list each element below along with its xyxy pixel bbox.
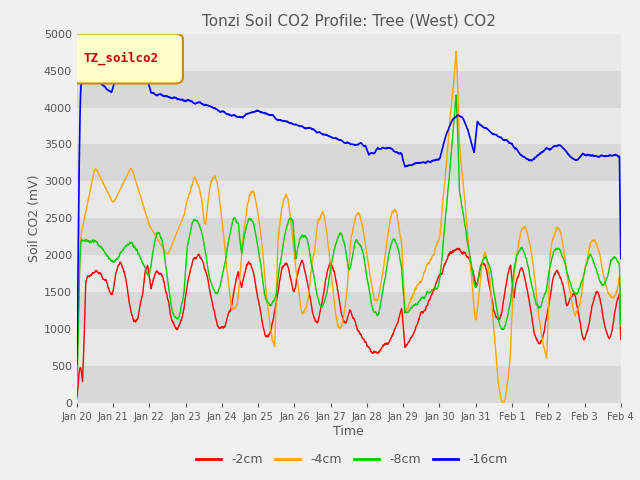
Title: Tonzi Soil CO2 Profile: Tree (West) CO2: Tonzi Soil CO2 Profile: Tree (West) CO2 [202,13,496,28]
Y-axis label: Soil CO2 (mV): Soil CO2 (mV) [28,175,41,262]
Bar [77,71,621,108]
Bar [77,144,621,181]
X-axis label: Time: Time [333,425,364,438]
Legend: -2cm, -4cm, -8cm, -16cm: -2cm, -4cm, -8cm, -16cm [191,448,513,471]
Bar [77,218,621,255]
Bar [77,366,621,403]
Bar [77,292,621,329]
Text: TZ_soilco2: TZ_soilco2 [83,51,158,65]
FancyBboxPatch shape [72,34,183,84]
